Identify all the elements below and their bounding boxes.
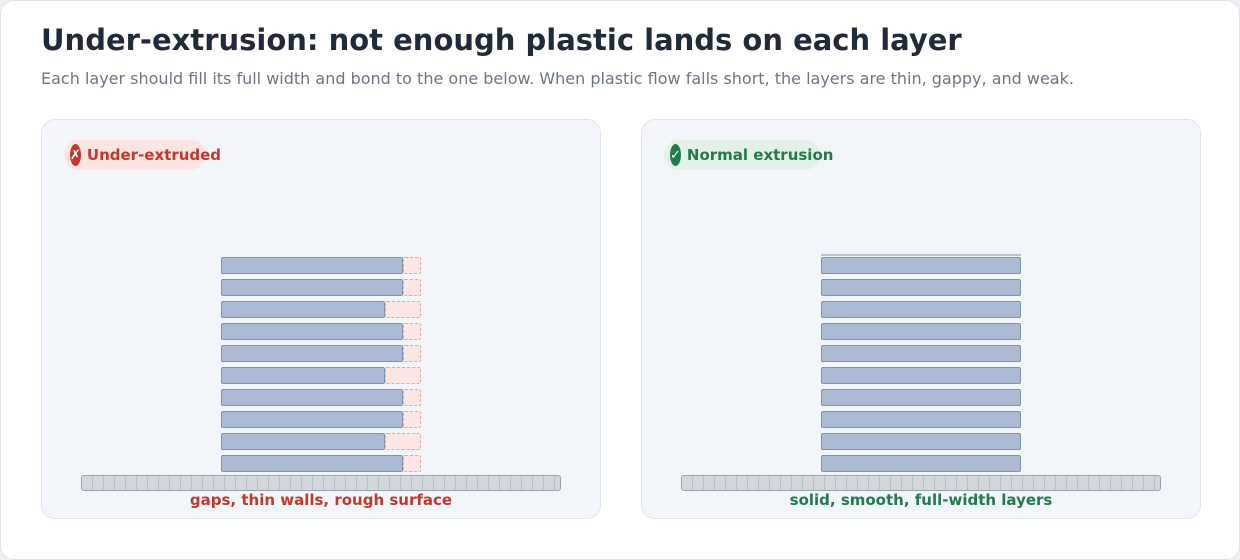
cross-icon: ✗ xyxy=(70,144,81,166)
missing-plastic-gap xyxy=(385,367,421,384)
normal-extrusion-badge: ✓ Normal extrusion xyxy=(664,140,833,170)
print-layer xyxy=(221,279,403,296)
print-layer xyxy=(221,257,403,274)
print-layer xyxy=(221,411,403,428)
check-icon: ✓ xyxy=(670,144,681,166)
normal-extrusion-label: Normal extrusion xyxy=(686,146,834,164)
page-title: Under-extrusion: not enough plastic land… xyxy=(41,23,962,57)
print-layer xyxy=(821,433,1021,450)
build-plate xyxy=(81,475,561,491)
print-layer xyxy=(821,345,1021,362)
print-layer xyxy=(221,367,385,384)
print-layer xyxy=(821,301,1021,318)
print-layer xyxy=(221,389,403,406)
print-layer xyxy=(821,279,1021,296)
under-extruded-caption: gaps, thin walls, rough surface xyxy=(189,491,453,509)
missing-plastic-gap xyxy=(403,345,421,362)
print-layer xyxy=(221,433,385,450)
missing-plastic-gap xyxy=(403,411,421,428)
print-layer xyxy=(821,367,1021,384)
print-layer xyxy=(821,389,1021,406)
print-layer xyxy=(821,323,1021,340)
print-layer xyxy=(221,323,403,340)
build-plate xyxy=(681,475,1161,491)
under-extruded-label: Under-extruded xyxy=(86,146,222,164)
normal-extrusion-caption: solid, smooth, full-width layers xyxy=(789,491,1053,509)
print-layer xyxy=(221,301,385,318)
print-layer xyxy=(821,455,1021,472)
normal-extrusion-panel: ✓ Normal extrusion solid, smooth, full-w… xyxy=(641,119,1201,519)
under-extruded-panel: ✗ Under-extruded gaps, thin walls, rough… xyxy=(41,119,601,519)
missing-plastic-gap xyxy=(403,279,421,296)
print-layer xyxy=(821,257,1021,274)
missing-plastic-gap xyxy=(403,455,421,472)
missing-plastic-gap xyxy=(385,433,421,450)
print-layer xyxy=(221,345,403,362)
missing-plastic-gap xyxy=(403,257,421,274)
print-layer xyxy=(221,455,403,472)
top-surface-line xyxy=(821,254,1021,256)
print-layer xyxy=(821,411,1021,428)
page-subtitle: Each layer should fill its full width an… xyxy=(41,69,1074,88)
missing-plastic-gap xyxy=(385,301,421,318)
missing-plastic-gap xyxy=(403,323,421,340)
missing-plastic-gap xyxy=(403,389,421,406)
under-extruded-badge: ✗ Under-extruded xyxy=(64,140,221,170)
